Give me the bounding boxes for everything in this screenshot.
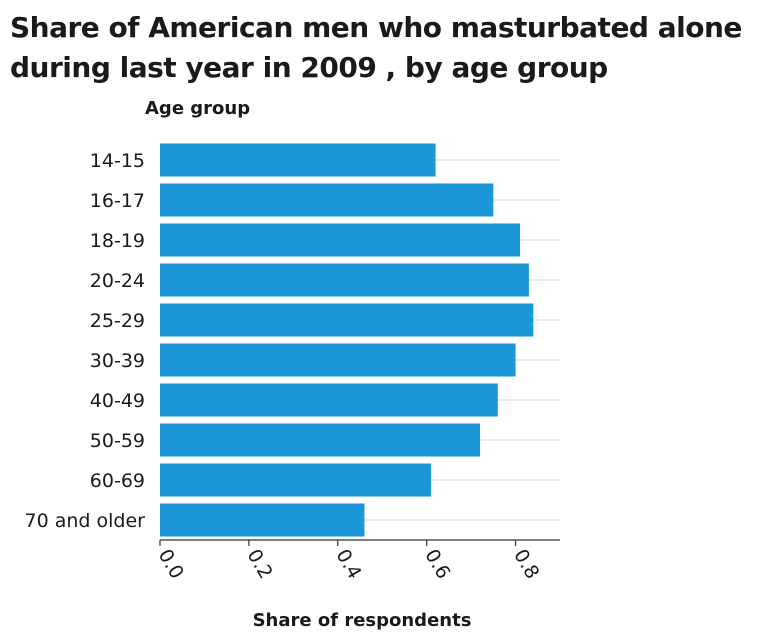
bar-70-and-older [160,503,365,537]
bar-30-39 [160,343,516,377]
y-tick-label: 50-59 [90,430,145,452]
bar-25-29 [160,303,534,337]
bar-60-69 [160,463,432,497]
y-tick-label: 18-19 [90,230,145,252]
bar-50-59 [160,423,480,457]
y-tick-label: 16-17 [90,190,145,212]
bar-16-17 [160,183,494,217]
y-tick-label: 30-39 [90,350,145,372]
x-tick-label: 0.0 [154,546,188,583]
y-tick-label: 14-15 [90,150,145,172]
x-ticks: 0.0 0.2 0.4 0.6 0.8 [154,540,543,583]
y-axis-title: Age group [145,98,250,119]
bars [160,143,534,537]
y-tick-label: 40-49 [90,390,145,412]
x-tick-label: 0.2 [243,546,277,583]
bar-14-15 [160,143,436,177]
chart-title: Share of American men who masturbated al… [10,11,742,84]
x-axis-title: Share of respondents [253,610,472,631]
x-tick-label: 0.6 [420,546,454,583]
y-tick-labels: 14-15 16-17 18-19 20-24 25-29 30-39 40-49 50-59… [25,150,146,532]
y-tick-label: 60-69 [90,470,145,492]
y-tick-label: 25-29 [90,310,145,332]
y-tick-label: 20-24 [90,270,145,292]
bar-40-49 [160,383,498,417]
bar-18-19 [160,223,520,257]
x-tick-label: 0.8 [509,546,543,583]
y-tick-label: 70 and older [25,510,146,532]
x-tick-label: 0.4 [331,546,365,583]
bar-20-24 [160,263,529,297]
